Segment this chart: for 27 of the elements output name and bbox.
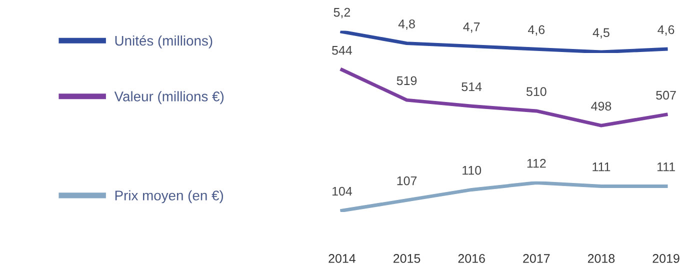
data-label: 514 [462,82,482,92]
data-label: 4,6 [528,25,545,36]
data-label: 107 [397,176,417,186]
x-tick-label: 2018 [588,254,615,263]
data-label: 111 [592,162,610,172]
x-tick-label: 2015 [394,254,420,263]
data-label: 112 [527,158,546,168]
data-label: 111 [657,162,675,172]
data-label: 4,6 [658,25,674,36]
data-label: 498 [591,102,612,111]
legend-label: Prix moyen (en €) [115,190,224,204]
x-tick-label: 2017 [523,254,550,263]
data-label: 510 [526,87,546,96]
data-label: 110 [462,166,482,175]
data-label: 4,8 [398,19,415,30]
data-label: 4,5 [592,28,610,38]
data-label: 104 [332,186,352,196]
data-label: 4,7 [463,22,480,33]
x-tick-label: 2014 [328,254,356,263]
legend-label: Unités (millions) [115,35,212,48]
legend-label: Valeur (millions €) [114,91,224,104]
data-label: 507 [656,90,676,100]
data-label: 5,2 [334,8,350,18]
data-label: 544 [332,46,352,55]
data-label: 519 [396,76,417,86]
x-tick-label: 2019 [652,254,680,263]
x-tick-label: 2016 [458,254,485,263]
